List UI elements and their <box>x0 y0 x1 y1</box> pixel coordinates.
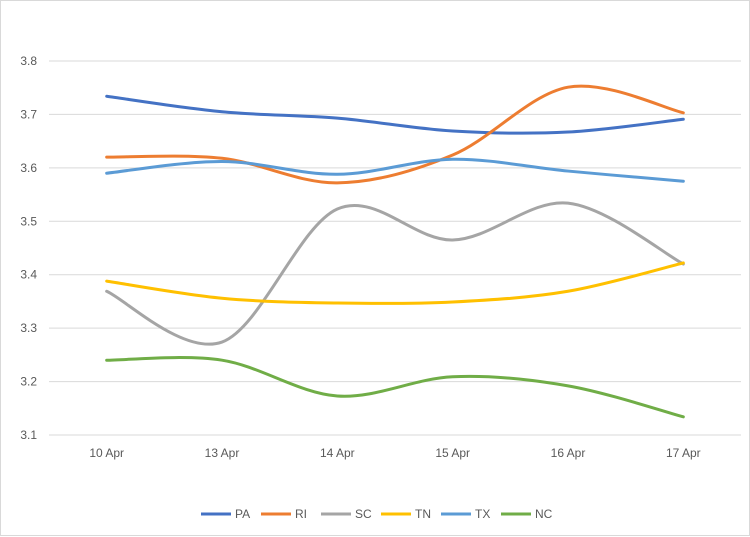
x-tick-label: 13 Apr <box>205 446 240 460</box>
y-axis-ticks: 3.1 3.2 3.3 3.4 3.5 3.6 3.7 3.8 <box>20 54 37 442</box>
legend-label: SC <box>355 507 372 521</box>
series-lines <box>105 84 685 419</box>
series-line-pa <box>105 94 685 135</box>
series-line-nc <box>105 356 685 419</box>
y-tick-label: 3.8 <box>20 54 37 68</box>
legend-label: TN <box>415 507 431 521</box>
legend-label: PA <box>235 507 250 521</box>
legend-label: TX <box>475 507 490 521</box>
y-tick-label: 3.1 <box>20 428 37 442</box>
x-axis-ticks: 10 Apr 13 Apr 14 Apr 15 Apr 16 Apr 17 Apr <box>89 446 700 460</box>
y-tick-label: 3.2 <box>20 375 37 389</box>
x-tick-label: 15 Apr <box>435 446 470 460</box>
series-line-sc <box>105 201 685 346</box>
x-tick-label: 10 Apr <box>89 446 124 460</box>
x-tick-label: 17 Apr <box>666 446 701 460</box>
legend-label: RI <box>295 507 307 521</box>
legend-label: NC <box>535 507 553 521</box>
y-tick-label: 3.3 <box>20 321 37 335</box>
series-line-tx <box>105 157 685 183</box>
series-line-ri <box>105 84 685 185</box>
x-tick-label: 16 Apr <box>551 446 586 460</box>
y-tick-label: 3.6 <box>20 161 37 175</box>
series-line-tn <box>105 261 685 305</box>
gridlines <box>49 60 741 436</box>
y-tick-label: 3.5 <box>20 214 37 228</box>
y-tick-label: 3.7 <box>20 107 37 121</box>
y-tick-label: 3.4 <box>20 268 37 282</box>
legend: PA RI SC TN TX NC <box>201 507 553 521</box>
x-tick-label: 14 Apr <box>320 446 355 460</box>
